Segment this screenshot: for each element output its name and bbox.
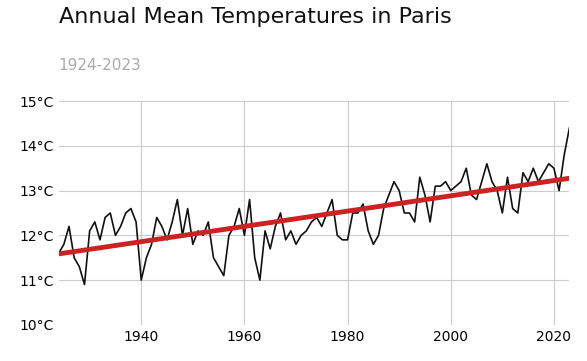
Text: 1924-2023: 1924-2023: [59, 58, 141, 73]
Text: Annual Mean Temperatures in Paris: Annual Mean Temperatures in Paris: [59, 7, 451, 27]
